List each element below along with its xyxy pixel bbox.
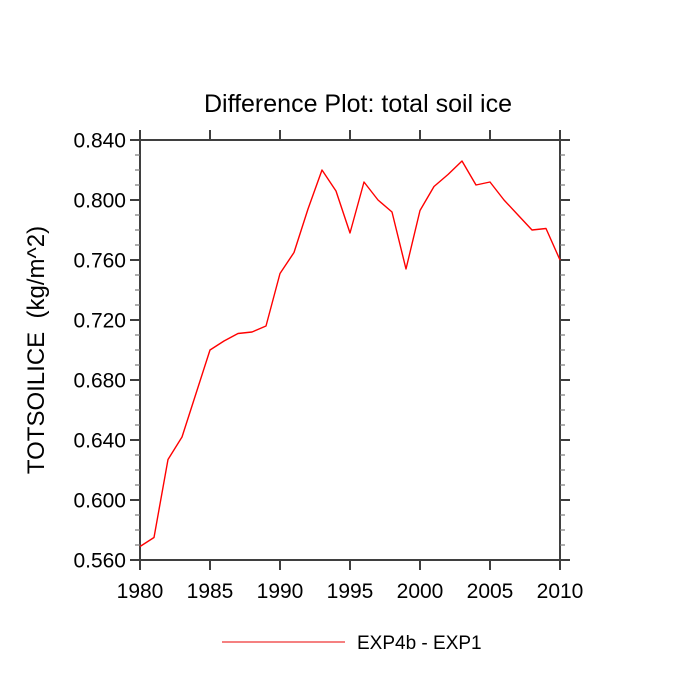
x-tick-label: 2010 [537, 580, 584, 603]
legend-label: EXP4b - EXP1 [357, 633, 482, 654]
x-tick-labels: 1980 1985 1990 1995 2000 2005 2010 [117, 580, 584, 603]
x-tick-label: 2000 [397, 580, 444, 603]
y-tick-label: 0.600 [73, 490, 126, 513]
y-tick-labels: 0.560 0.600 0.640 0.680 0.720 0.760 0.800 0.840 [73, 130, 126, 573]
y-tick-label: 0.760 [73, 250, 126, 273]
y-tick-label: 0.640 [73, 430, 126, 453]
y-tick-label: 0.680 [73, 370, 126, 393]
data-line-group [139, 160, 561, 548]
x-tick-label: 1995 [327, 580, 374, 603]
y-major-ticks [130, 139, 570, 561]
y-tick-label: 0.840 [73, 130, 126, 153]
x-tick-label: 2005 [467, 580, 514, 603]
x-major-ticks [139, 130, 561, 570]
x-tick-label: 1985 [187, 580, 234, 603]
y-tick-label: 0.720 [73, 310, 126, 333]
x-tick-label: 1990 [257, 580, 304, 603]
x-tick-label: 1980 [117, 580, 164, 603]
chart-title: Difference Plot: total soil ice [204, 90, 512, 118]
y-axis-title: TOTSOILICE (kg/m^2) [23, 226, 50, 474]
y-tick-label: 0.800 [73, 190, 126, 213]
plot-border [139, 139, 561, 561]
legend: EXP4b - EXP1 [222, 633, 482, 654]
plot-frame [139, 139, 561, 561]
y-tick-label: 0.560 [73, 550, 126, 573]
data-line-exp4b-minus-exp1 [139, 160, 561, 548]
y-minor-ticks [135, 154, 565, 546]
